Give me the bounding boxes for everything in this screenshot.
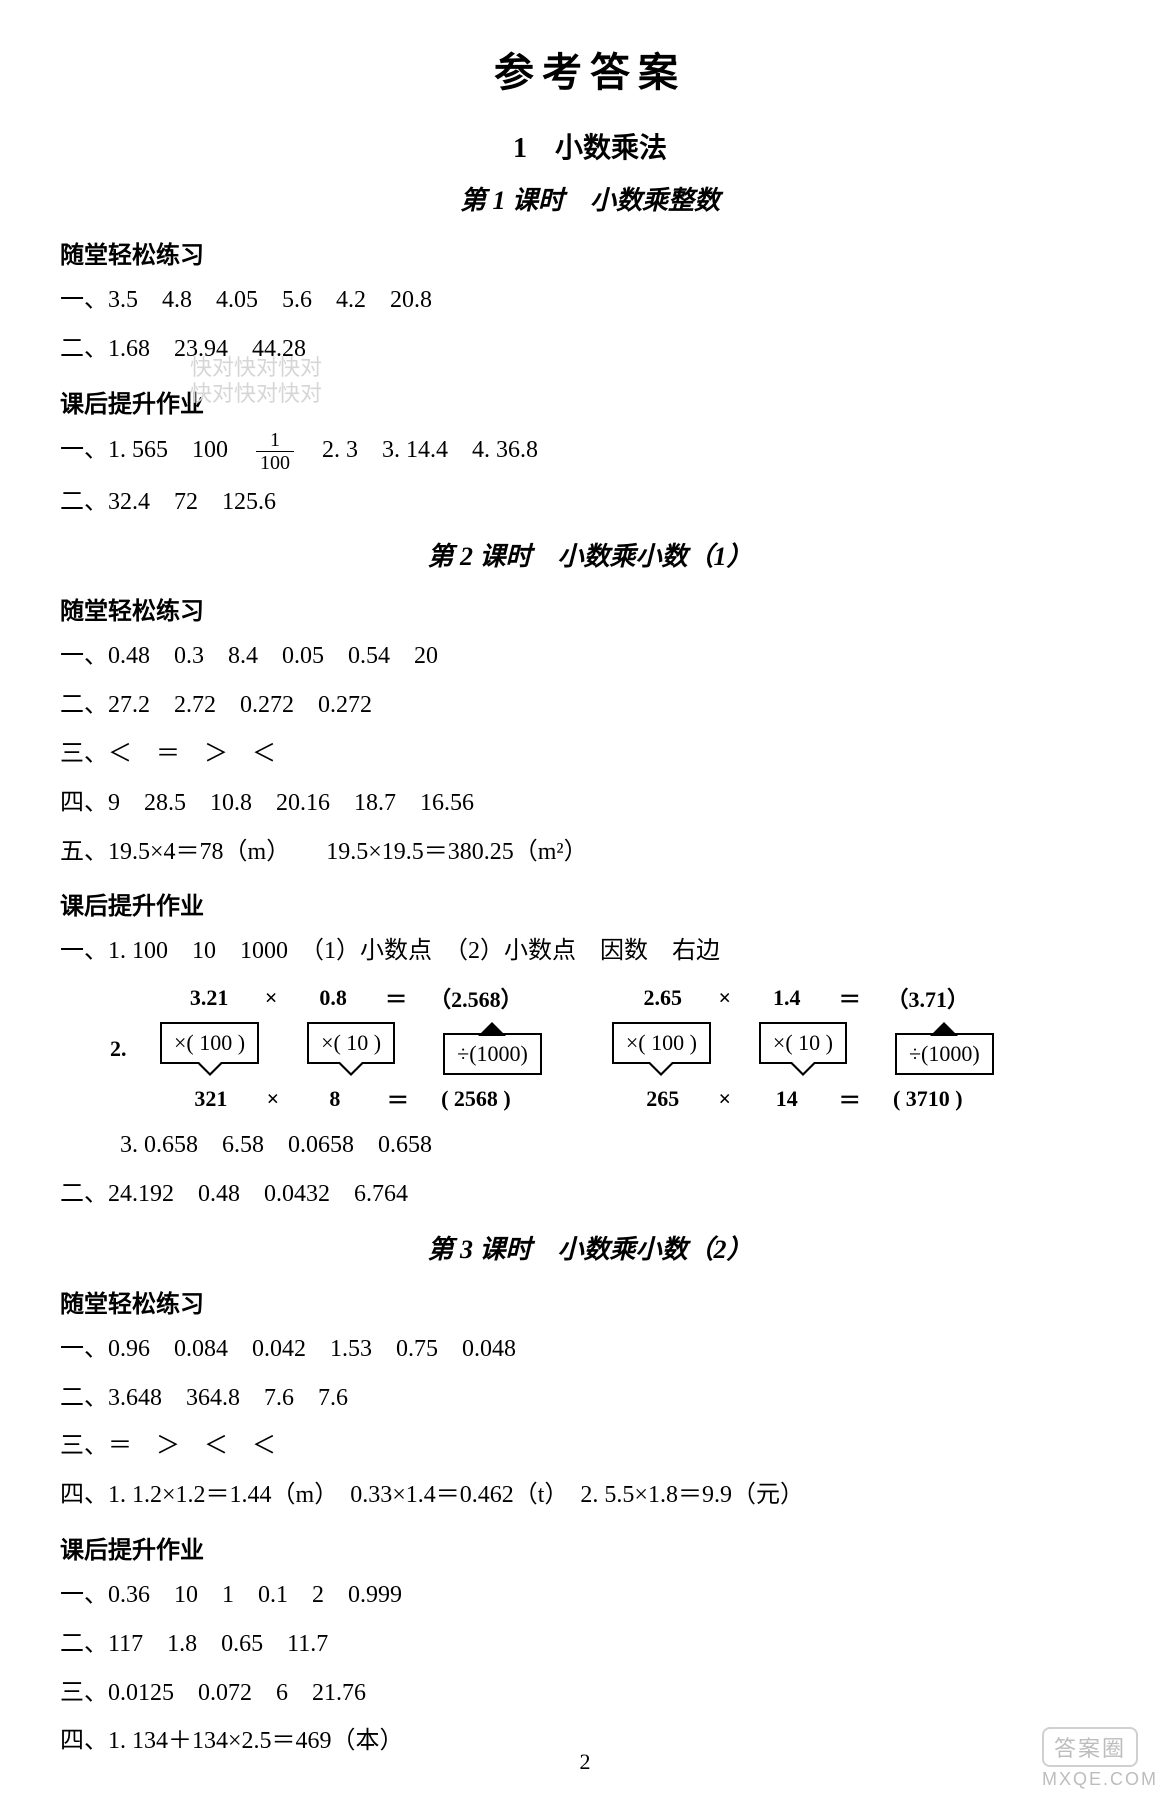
equation-top-row: 3.21 × 0.8 ＝ （2.568） — [179, 982, 523, 1014]
text-line: 一、0.48 0.3 8.4 0.05 0.54 20 — [60, 636, 1120, 677]
text-line: 三、＜ ＝ ＞ ＜ — [60, 734, 1120, 775]
watermark-url: MXQE.COM — [1042, 1769, 1158, 1790]
section-practice-3a: 随堂轻松练习 — [60, 1284, 1120, 1319]
eq-cell: × — [261, 985, 281, 1011]
text-line: 一、1. 100 10 1000 （1）小数点 （2）小数点 因数 右边 — [60, 931, 1120, 972]
text-line: 三、＝ ＞ ＜ ＜ — [60, 1426, 1120, 1467]
eq-cell: （2.568） — [429, 982, 523, 1014]
text-line: 一、3.5 4.8 4.05 5.6 4.2 20.8 — [60, 280, 1120, 321]
item-number: 2. — [110, 1036, 140, 1062]
arrow-down-mask-icon — [650, 1062, 672, 1073]
watermark-box: 答案圈 — [1042, 1727, 1138, 1767]
equation-block-b: 2.65 × 1.4 ＝ （3.71） ×( 100 ) ×( 10 ) — [612, 982, 994, 1115]
box-label: ×( 10 ) — [307, 1022, 395, 1064]
arrow-down-mask-icon — [199, 1062, 221, 1073]
eq-cell: 14 — [757, 1086, 817, 1112]
eq-cell: （3.71） — [883, 982, 973, 1014]
equation-mid-row: ×( 100 ) ×( 10 ) ÷(1000) — [612, 1022, 994, 1075]
chapter-1-title: 1 小数乘法 — [60, 126, 1120, 166]
page: 参考答案 1 小数乘法 第 1 课时 小数乘整数 随堂轻松练习 一、3.5 4.… — [0, 0, 1170, 1800]
equation-block-a: 3.21 × 0.8 ＝ （2.568） ×( 100 ) ×( 10 ) — [160, 982, 542, 1115]
eq-cell: × — [263, 1086, 283, 1112]
section-practice-1a: 随堂轻松练习 — [60, 235, 1120, 270]
box-label: ×( 100 ) — [612, 1022, 711, 1064]
text-span: 2. 3 3. 14.4 4. 36.8 — [298, 437, 538, 463]
eq-cell: 265 — [633, 1086, 693, 1112]
lesson-2-title: 第 2 课时 小数乘小数（1） — [60, 536, 1120, 573]
equation-top-row: 2.65 × 1.4 ＝ （3.71） — [633, 982, 973, 1014]
box-label: ×( 100 ) — [160, 1022, 259, 1064]
eq-cell: 321 — [181, 1086, 241, 1112]
text-line: 二、27.2 2.72 0.272 0.272 — [60, 685, 1120, 726]
arrow-down-mask-icon — [340, 1062, 362, 1073]
arrow-box-down: ×( 100 ) — [612, 1022, 711, 1075]
text-line: 一、0.96 0.084 0.042 1.53 0.75 0.048 — [60, 1329, 1120, 1370]
eq-cell: ＝ — [839, 982, 861, 1014]
arrow-box-up: ÷(1000) — [895, 1022, 994, 1075]
lesson-3-title: 第 3 课时 小数乘小数（2） — [60, 1229, 1120, 1266]
arrow-box-up: ÷(1000) — [443, 1022, 542, 1075]
eq-cell: × — [715, 985, 735, 1011]
fraction: 1100 — [256, 429, 294, 474]
arrow-box-down: ×( 10 ) — [759, 1022, 847, 1075]
text-line: 五、19.5×4＝78（m） 19.5×19.5＝380.25（m²） — [60, 832, 1120, 873]
text-line: 三、0.0125 0.072 6 21.76 — [60, 1673, 1120, 1714]
arrow-box-down: ×( 10 ) — [307, 1022, 395, 1075]
box-label: ÷(1000) — [895, 1033, 994, 1075]
box-label: ×( 10 ) — [759, 1022, 847, 1064]
text-line: 3. 0.658 6.58 0.0658 0.658 — [60, 1125, 1120, 1166]
text-line: 四、1. 1.2×1.2＝1.44（m） 0.33×1.4＝0.462（t） 2… — [60, 1475, 1120, 1516]
arrow-down-mask-icon — [792, 1062, 814, 1073]
watermark-text: 快对快对快对 — [190, 376, 322, 408]
arrow-box-down: ×( 100 ) — [160, 1022, 259, 1075]
fraction-den: 100 — [256, 452, 294, 474]
eq-cell: × — [715, 1086, 735, 1112]
equation-bot-row: 265 × 14 ＝ ( 3710 ) — [633, 1083, 973, 1115]
text-line: 二、3.648 364.8 7.6 7.6 — [60, 1378, 1120, 1419]
eq-cell: 3.21 — [179, 985, 239, 1011]
section-homework-3: 课后提升作业 — [60, 1530, 1120, 1565]
equation-mid-row: ×( 100 ) ×( 10 ) ÷(1000) — [160, 1022, 542, 1075]
text-line: 一、0.36 10 1 0.1 2 0.999 — [60, 1575, 1120, 1616]
text-line: 二、24.192 0.48 0.0432 6.764 — [60, 1174, 1120, 1215]
text-span: 一、1. 565 100 — [60, 437, 252, 463]
box-label: ÷(1000) — [443, 1033, 542, 1075]
text-line: 二、117 1.8 0.65 11.7 — [60, 1624, 1120, 1665]
section-homework-2: 课后提升作业 — [60, 886, 1120, 921]
eq-cell: ( 2568 ) — [431, 1086, 521, 1112]
equation-diagram-row: 2. 3.21 × 0.8 ＝ （2.568） ×( 100 ) ×( 10 ) — [110, 982, 1120, 1115]
text-line: 一、1. 565 100 1100 2. 3 3. 14.4 4. 36.8 — [60, 429, 1120, 474]
eq-cell: 0.8 — [303, 985, 363, 1011]
eq-cell: 1.4 — [757, 985, 817, 1011]
equation-bot-row: 321 × 8 ＝ ( 2568 ) — [181, 1083, 521, 1115]
eq-cell: ( 3710 ) — [883, 1086, 973, 1112]
main-title: 参考答案 — [60, 40, 1120, 98]
text-line: 二、32.4 72 125.6 — [60, 482, 1120, 523]
page-number: 2 — [0, 1749, 1170, 1775]
eq-cell: ＝ — [839, 1083, 861, 1115]
text-line: 四、9 28.5 10.8 20.16 18.7 16.56 — [60, 783, 1120, 824]
section-practice-2a: 随堂轻松练习 — [60, 591, 1120, 626]
lesson-1-title: 第 1 课时 小数乘整数 — [60, 180, 1120, 217]
eq-cell: ＝ — [387, 1083, 409, 1115]
eq-cell: 8 — [305, 1086, 365, 1112]
eq-cell: 2.65 — [633, 985, 693, 1011]
fraction-num: 1 — [256, 429, 294, 452]
eq-cell: ＝ — [385, 982, 407, 1014]
watermark-bottom: 答案圈 MXQE.COM — [1042, 1727, 1158, 1790]
